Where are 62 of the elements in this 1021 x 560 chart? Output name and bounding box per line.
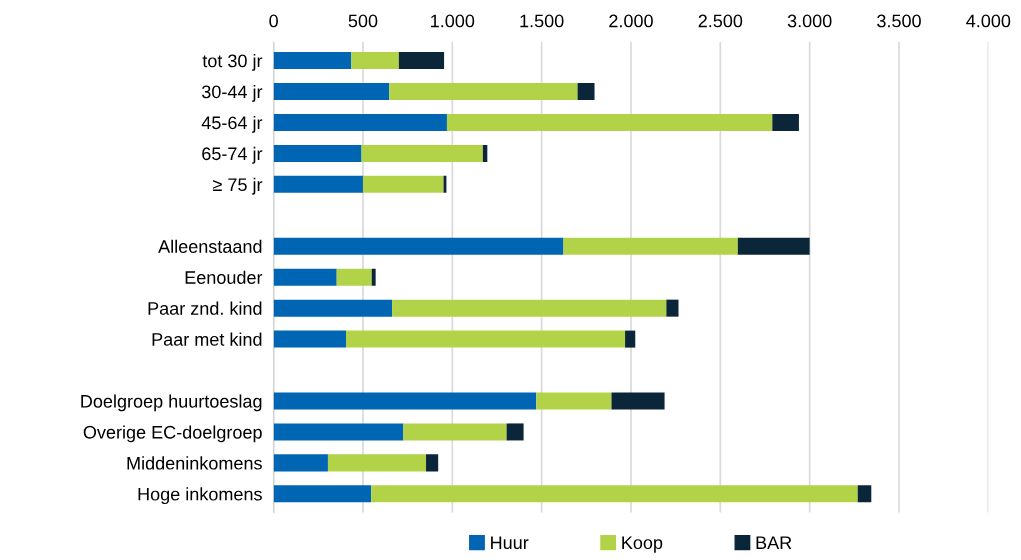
y-tick-label: Eenouder [185, 270, 263, 284]
y-tick-label: 65-74 jr [202, 146, 263, 164]
bar [362, 175, 444, 193]
x-tick-label: 1.500 [520, 14, 564, 28]
bar [273, 175, 363, 193]
bar [273, 268, 337, 286]
y-tick-label: 30-44 jr [201, 84, 263, 102]
y-tick-label: Hoge inkomens [138, 487, 262, 505]
legend-label: Koop [622, 536, 663, 553]
bar [273, 52, 352, 70]
y-tick-label: Alleenstaand [158, 239, 262, 253]
x-tick-label: 2.500 [698, 14, 743, 28]
bar [426, 454, 439, 472]
y-tick-label: ≥ 75 jr [213, 177, 263, 195]
bar [611, 392, 665, 410]
bar [389, 83, 578, 101]
x-tick-label: 0 [269, 14, 278, 28]
bar [273, 144, 362, 162]
bar [273, 423, 404, 441]
bar [273, 392, 537, 410]
bar [737, 237, 810, 255]
legend-label: Huur [491, 536, 529, 550]
bar [392, 299, 667, 317]
bar [273, 83, 390, 101]
bar [772, 113, 799, 131]
x-tick-label: 3.000 [787, 14, 832, 28]
bar [857, 485, 872, 503]
bar [336, 268, 372, 286]
bar [361, 144, 483, 162]
bar [625, 330, 636, 348]
bar [536, 392, 612, 410]
bar [273, 330, 346, 348]
bar [327, 454, 427, 472]
bar [345, 330, 626, 348]
bar [273, 237, 564, 255]
x-tick-label: 4.000 [966, 14, 1011, 28]
y-tick-label: 45-64 jr [201, 115, 263, 133]
x-tick-label: 1.000 [431, 14, 475, 28]
bar [506, 423, 524, 441]
bar [446, 113, 773, 131]
bar [273, 113, 447, 131]
bar [398, 52, 445, 70]
bar [403, 423, 507, 441]
y-tick-label: Middeninkomens [127, 456, 262, 470]
y-tick-label: Doelgroep huurtoeslag [81, 394, 262, 412]
bar [563, 237, 738, 255]
bar [273, 454, 328, 472]
bar [351, 52, 399, 70]
bar [666, 299, 679, 317]
y-tick-label: Overige EC-doelgroep [83, 425, 262, 443]
y-tick-label: Paar met kind [152, 332, 262, 346]
x-tick-label: 500 [348, 14, 378, 28]
y-tick-label: tot 30 jr [202, 54, 263, 71]
x-tick-label: 2.000 [609, 14, 653, 28]
bar [371, 268, 376, 286]
bar [577, 83, 595, 101]
bar [273, 485, 372, 503]
y-tick-label: Paar znd. kind [148, 301, 262, 315]
bar [371, 485, 858, 503]
bar [273, 299, 393, 317]
legend-label: BAR [756, 536, 792, 549]
x-tick-label: 3.500 [877, 14, 921, 28]
